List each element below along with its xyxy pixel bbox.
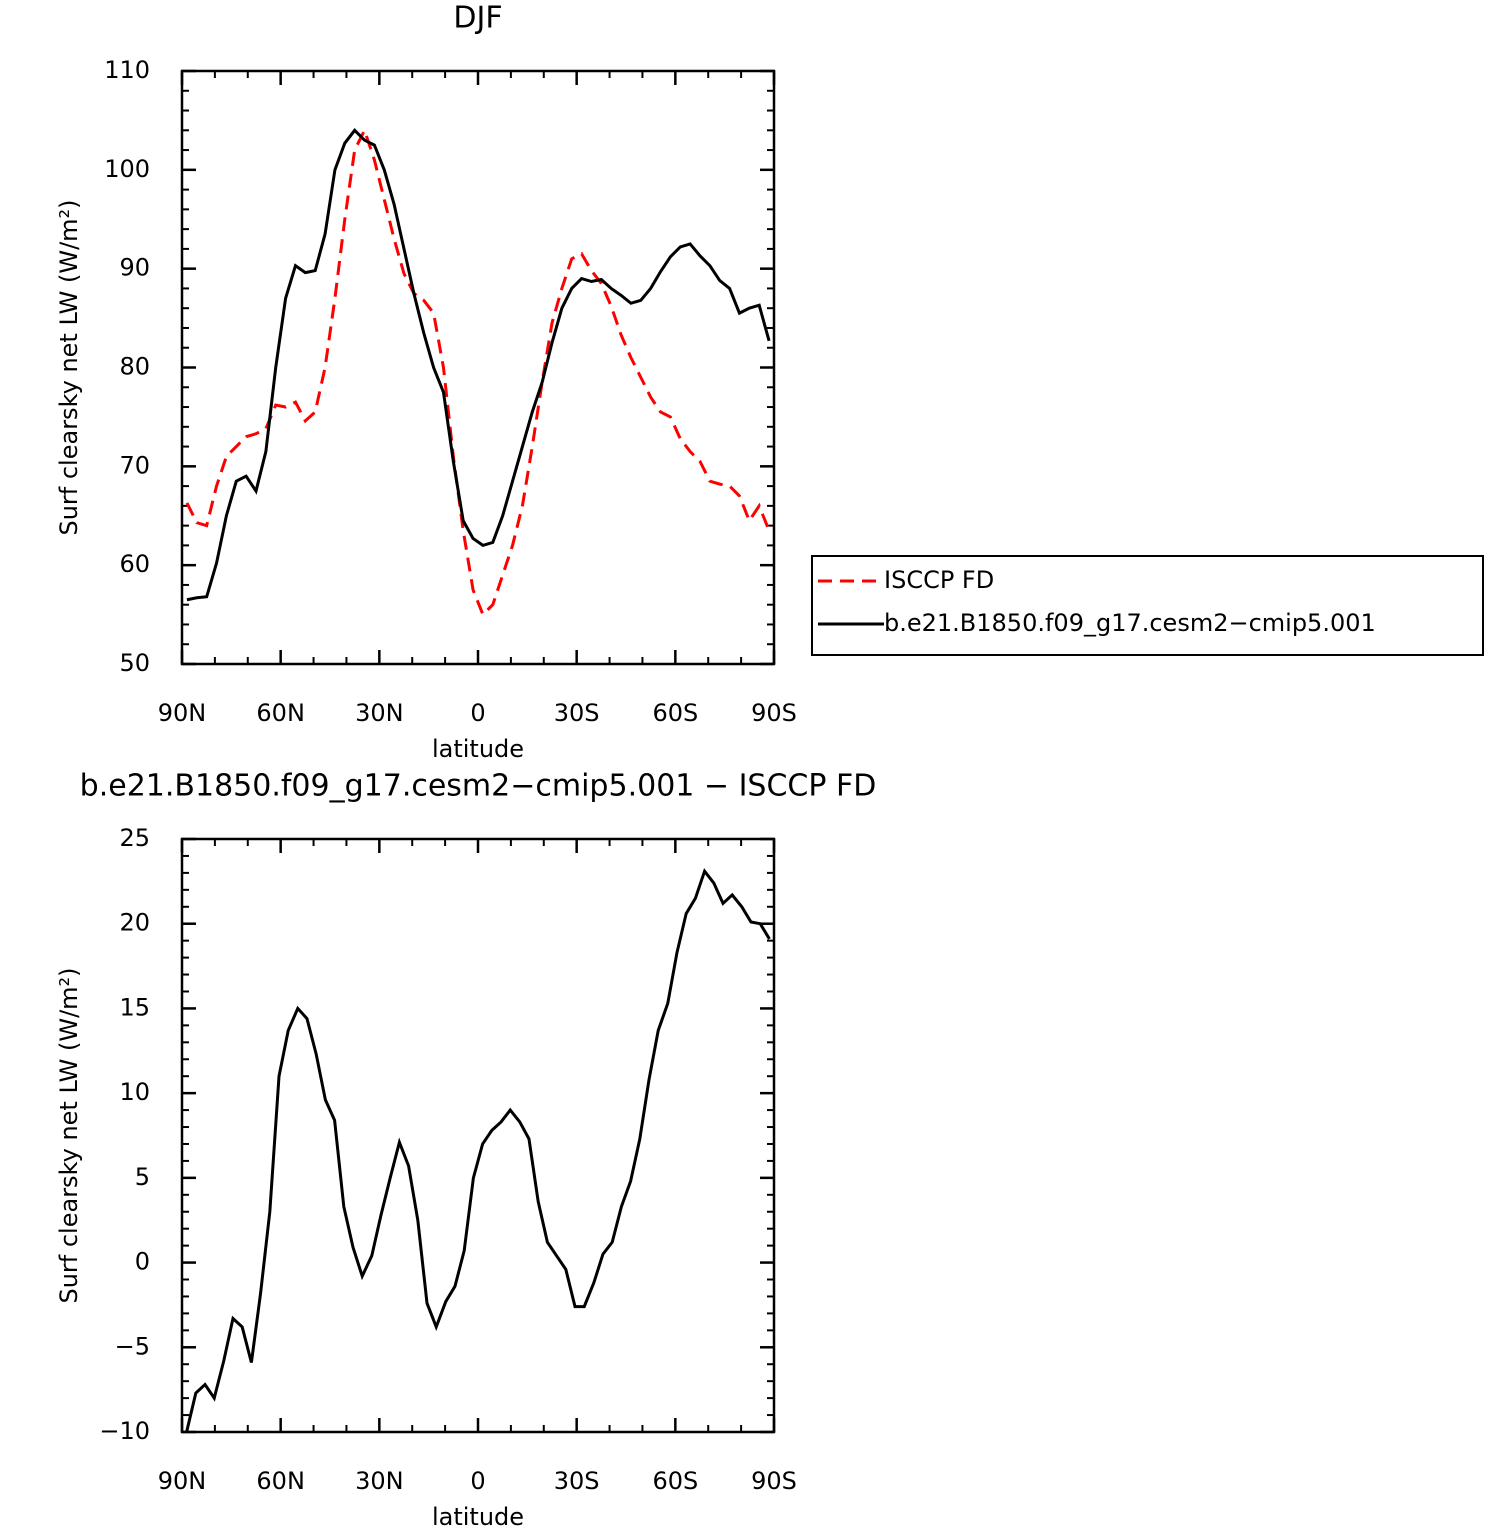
x-tick-label: 30S bbox=[554, 1467, 600, 1495]
y-tick-label: 70 bbox=[119, 451, 150, 479]
y-tick-label: 80 bbox=[119, 353, 150, 381]
y-tick-label: 110 bbox=[104, 56, 150, 84]
y-tick-label: 25 bbox=[119, 824, 150, 852]
y-tick-label: −10 bbox=[99, 1417, 150, 1445]
data-line bbox=[185, 126, 771, 618]
legend-label: b.e21.B1850.f09_g17.cesm2−cmip5.001 bbox=[884, 609, 1376, 637]
y-tick-label: 15 bbox=[119, 993, 150, 1021]
x-tick-label: 30N bbox=[355, 699, 404, 727]
x-tick-label: 0 bbox=[470, 1467, 485, 1495]
x-tick-label: 90S bbox=[751, 1467, 797, 1495]
data-line bbox=[186, 128, 771, 602]
chart-title: b.e21.B1850.f09_g17.cesm2−cmip5.001 − IS… bbox=[80, 769, 877, 804]
y-tick-label: 10 bbox=[119, 1078, 150, 1106]
x-axis-title: latitude bbox=[432, 1503, 524, 1531]
x-tick-label: 90N bbox=[158, 1467, 207, 1495]
y-axis-title: Surf clearsky net LW (W/m²) bbox=[55, 967, 83, 1303]
x-tick-label: 30S bbox=[554, 699, 600, 727]
x-tick-label: 90S bbox=[751, 699, 797, 727]
x-tick-label: 30N bbox=[355, 1467, 404, 1495]
y-tick-label: −5 bbox=[115, 1332, 150, 1360]
plot-frame bbox=[180, 837, 776, 1434]
x-tick-label: 90N bbox=[158, 699, 207, 727]
plot-frame bbox=[180, 69, 776, 666]
data-line bbox=[185, 868, 771, 1433]
y-tick-label: 50 bbox=[119, 649, 150, 677]
y-tick-label: 5 bbox=[135, 1163, 150, 1191]
y-tick-label: 90 bbox=[119, 254, 150, 282]
x-tick-label: 60S bbox=[652, 1467, 698, 1495]
x-tick-label: 60N bbox=[256, 1467, 305, 1495]
legend-box bbox=[811, 555, 1484, 656]
x-tick-label: 60N bbox=[256, 699, 305, 727]
y-tick-label: 100 bbox=[104, 155, 150, 183]
legend-label: ISCCP FD bbox=[884, 566, 994, 594]
x-tick-label: 0 bbox=[470, 699, 485, 727]
y-axis-title: Surf clearsky net LW (W/m²) bbox=[55, 199, 83, 535]
y-tick-label: 60 bbox=[119, 550, 150, 578]
chart-title: DJF bbox=[453, 1, 502, 36]
x-axis-title: latitude bbox=[432, 735, 524, 763]
x-tick-label: 60S bbox=[652, 699, 698, 727]
y-tick-label: 20 bbox=[119, 909, 150, 937]
y-tick-label: 0 bbox=[135, 1248, 150, 1276]
